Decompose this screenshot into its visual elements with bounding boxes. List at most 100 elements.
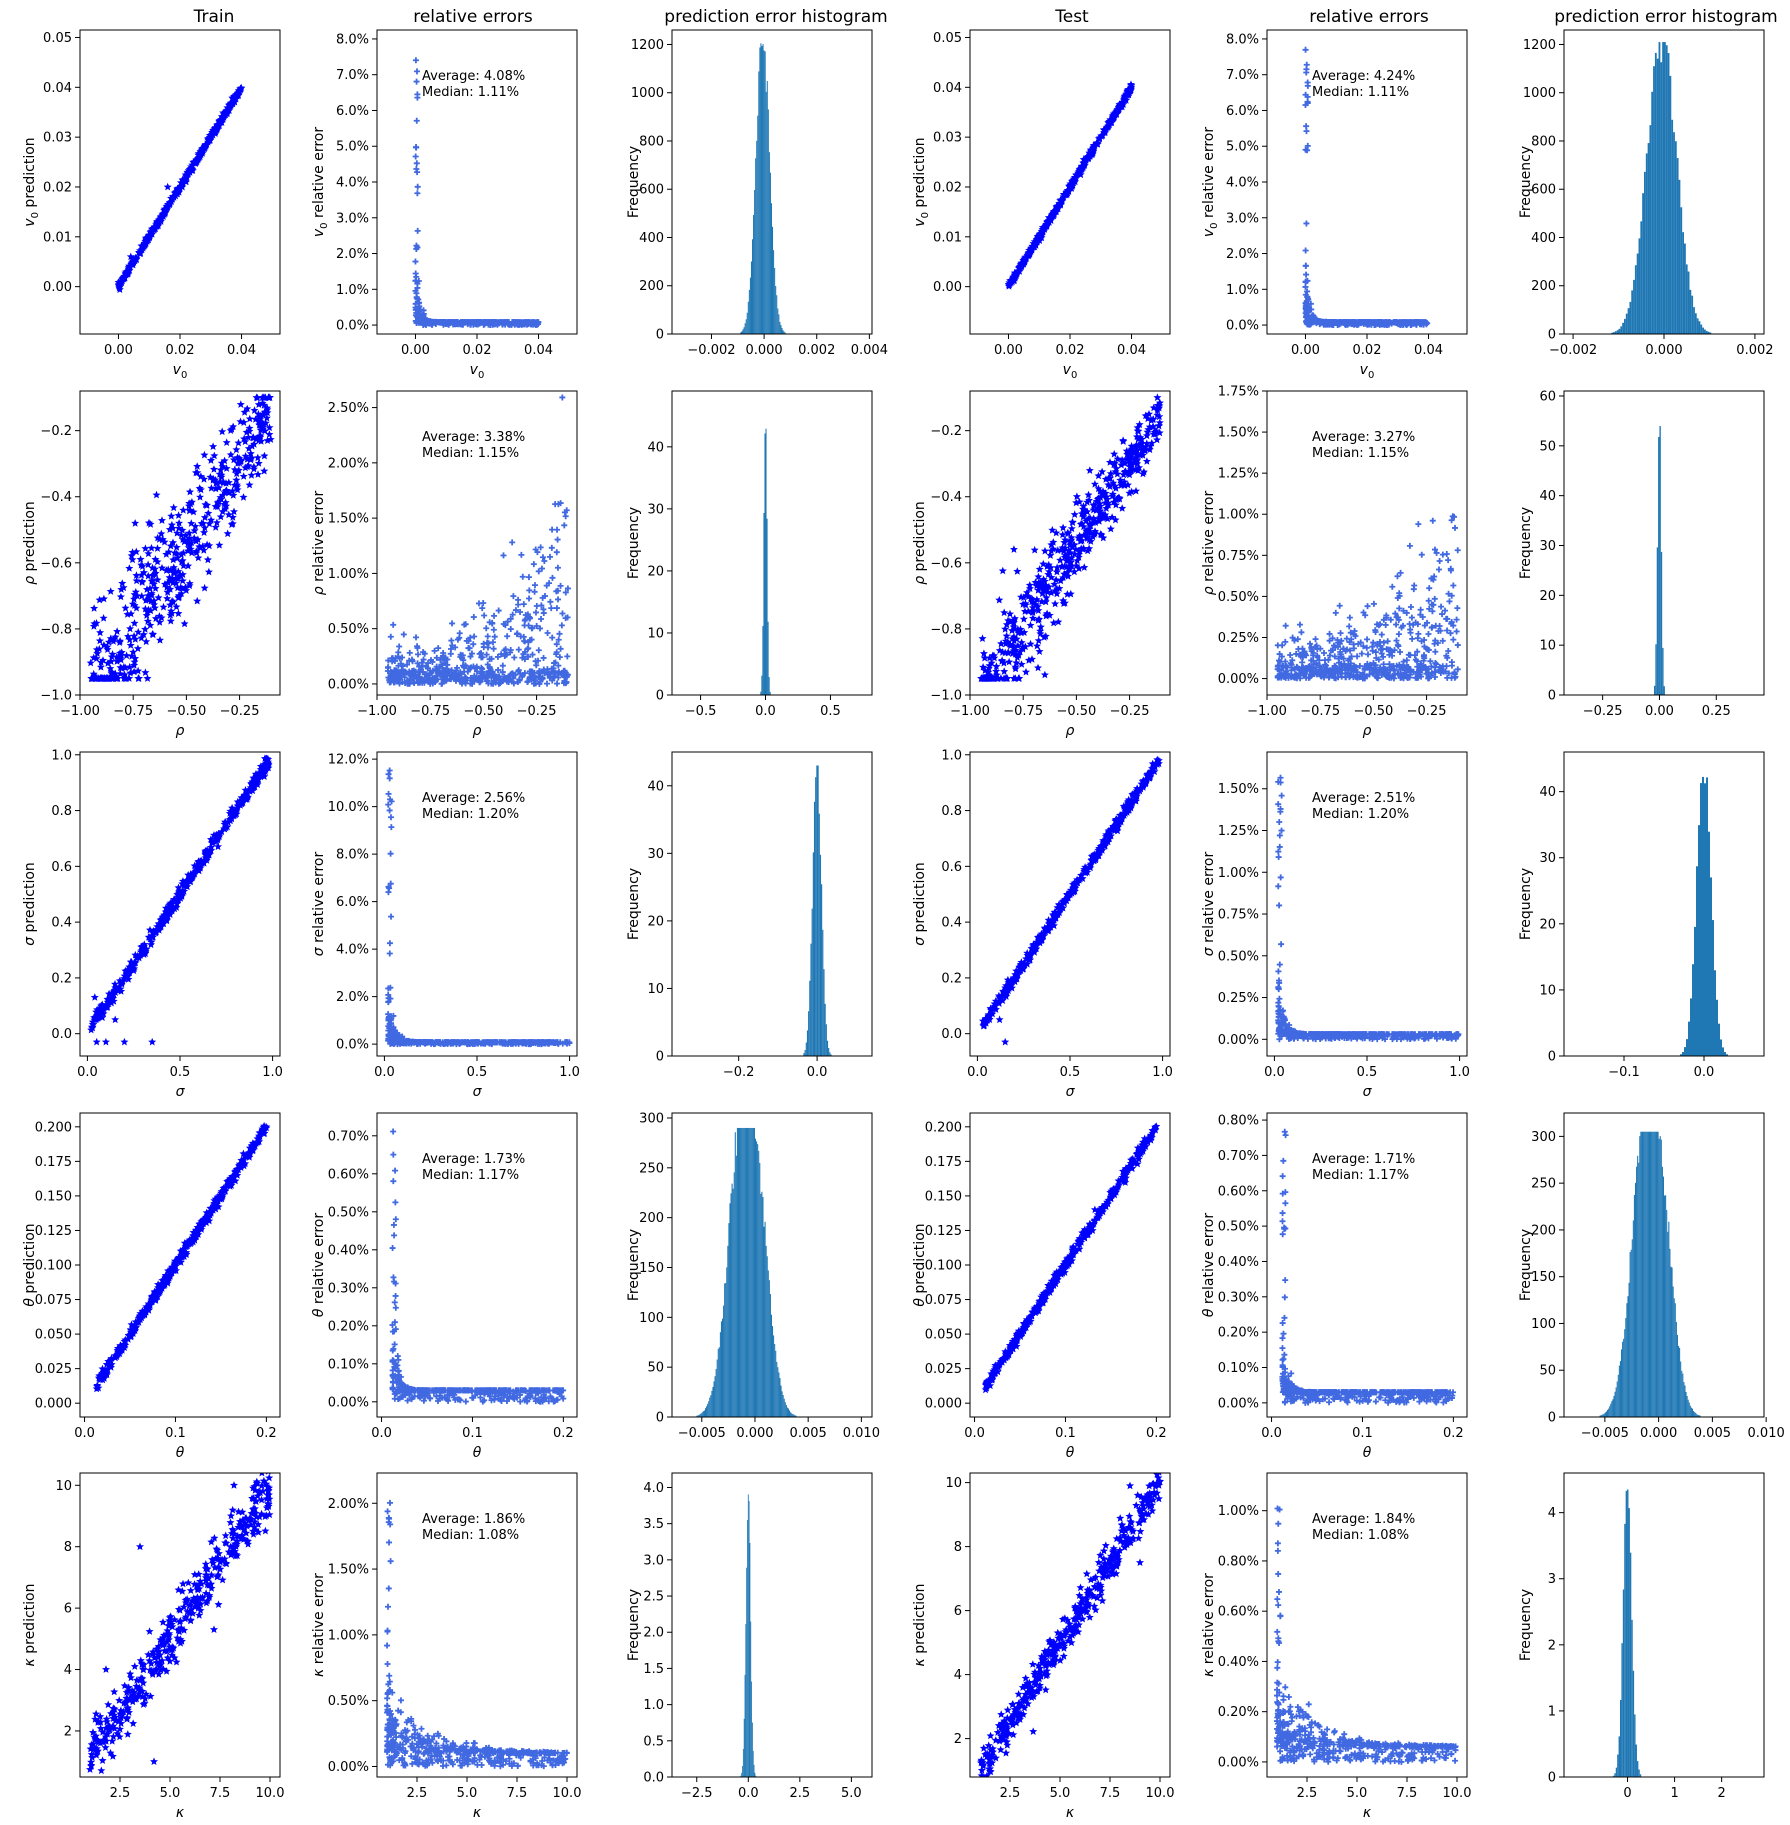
- scatter-point: [480, 640, 487, 647]
- scatter-point: [1303, 69, 1310, 76]
- scatter-point: [1439, 551, 1446, 558]
- x-tick-label: −0.25: [1407, 704, 1447, 719]
- scatter-point: [141, 668, 150, 676]
- histogram-bar: [1622, 322, 1624, 334]
- scatter-point: [1342, 321, 1349, 328]
- scatter-point: [173, 899, 181, 908]
- scatter-point: [442, 671, 449, 678]
- scatter-point: [173, 554, 182, 562]
- histogram-bar: [1698, 321, 1701, 334]
- scatter-point: [460, 677, 467, 684]
- scatter-point: [1060, 190, 1069, 198]
- scatter-point: [250, 406, 259, 414]
- scatter-point: [510, 593, 517, 600]
- scatter-point: [254, 436, 263, 444]
- scatter-point: [1024, 607, 1033, 615]
- scatter-point: [1053, 584, 1061, 593]
- scatter-point: [1046, 551, 1055, 559]
- scatter-point: [399, 663, 406, 670]
- x-tick-label: 0.02: [1056, 343, 1085, 358]
- scatter-point: [1328, 669, 1335, 676]
- x-axis-label: σ: [176, 1084, 186, 1100]
- y-tick-label: 1200: [1523, 38, 1556, 53]
- scatter-point: [1036, 627, 1045, 635]
- scatter-point: [481, 319, 488, 326]
- scatter-point: [1117, 460, 1126, 469]
- scatter-point: [1289, 673, 1296, 680]
- scatter-point: [1405, 651, 1412, 658]
- y-tick-label: 8.0%: [336, 32, 369, 47]
- y-tick-label: 600: [1531, 183, 1556, 198]
- scatter-point: [1056, 576, 1065, 585]
- chart-panel-r1-c0: −1.00 −0.75 −0.50 −0.25−1.0−0.8−0.6−0.4−0.2…: [22, 390, 281, 739]
- scatter-point: [1009, 273, 1018, 281]
- scatter-point: [1084, 514, 1093, 523]
- scatter-point: [95, 644, 104, 653]
- scatter-point: [1058, 196, 1067, 204]
- scatter-point: [155, 612, 164, 620]
- scatter-point: [998, 566, 1007, 575]
- scatter-point: [1030, 237, 1039, 246]
- scatter-point: [530, 561, 537, 568]
- scatter-point: [1070, 176, 1078, 184]
- scatter-point: [156, 636, 164, 644]
- scatter-point: [1073, 556, 1082, 565]
- scatter-point: [1317, 645, 1324, 652]
- plot-area: [86, 393, 275, 682]
- histogram-bar: [781, 327, 783, 334]
- scatter-point: [1084, 490, 1093, 499]
- scatter-point: [449, 620, 456, 627]
- scatter-point: [243, 462, 252, 471]
- scatter-point: [1006, 609, 1014, 618]
- scatter-point: [1454, 605, 1461, 612]
- scatter-point: [1454, 666, 1461, 673]
- scatter-point: [167, 607, 176, 615]
- scatter-point: [1429, 608, 1436, 615]
- scatter-point: [260, 401, 269, 409]
- scatter-point: [124, 975, 133, 983]
- scatter-point: [137, 571, 146, 579]
- scatter-point: [515, 668, 522, 675]
- x-tick-label: −0.50: [463, 704, 503, 719]
- scatter-point: [169, 538, 177, 547]
- scatter-point: [1454, 642, 1461, 649]
- scatter-point: [1051, 599, 1060, 608]
- scatter-point: [174, 511, 183, 519]
- scatter-point: [1389, 673, 1396, 680]
- scatter-point: [1038, 227, 1047, 235]
- scatter-point: [98, 674, 107, 682]
- scatter-point: [1117, 101, 1126, 110]
- scatter-point: [556, 654, 563, 661]
- scatter-point: [153, 575, 162, 584]
- scatter-point: [204, 509, 213, 517]
- scatter-point: [1303, 301, 1310, 308]
- scatter-point: [1307, 300, 1314, 307]
- axes-frame: [79, 390, 281, 696]
- scatter-point: [1041, 546, 1049, 555]
- scatter-point: [525, 645, 532, 652]
- scatter-point: [132, 576, 141, 585]
- x-tick-label: −0.50: [1353, 704, 1393, 719]
- scatter-point: [126, 252, 135, 261]
- scatter-point: [1390, 663, 1397, 670]
- histogram-bar: [1704, 329, 1706, 334]
- scatter-point: [1305, 309, 1312, 316]
- scatter-point: [1006, 641, 1015, 650]
- scatter-point: [147, 544, 156, 552]
- scatter-point: [1044, 582, 1053, 591]
- scatter-point: [1361, 666, 1368, 673]
- scatter-point: [1357, 320, 1364, 327]
- scatter-point: [457, 654, 464, 661]
- x-axis-label: v0: [1063, 362, 1078, 381]
- histogram-bar: [742, 329, 744, 334]
- scatter-point: [998, 648, 1007, 656]
- scatter-point: [116, 637, 124, 645]
- scatter-point: [1358, 671, 1365, 678]
- scatter-point: [531, 582, 538, 589]
- scatter-point: [1414, 658, 1421, 665]
- y-tick-label: 2.00%: [328, 456, 369, 471]
- scatter-point: [219, 478, 228, 486]
- scatter-point: [199, 546, 208, 554]
- scatter-point: [134, 674, 143, 682]
- histogram-bar: [1674, 141, 1677, 334]
